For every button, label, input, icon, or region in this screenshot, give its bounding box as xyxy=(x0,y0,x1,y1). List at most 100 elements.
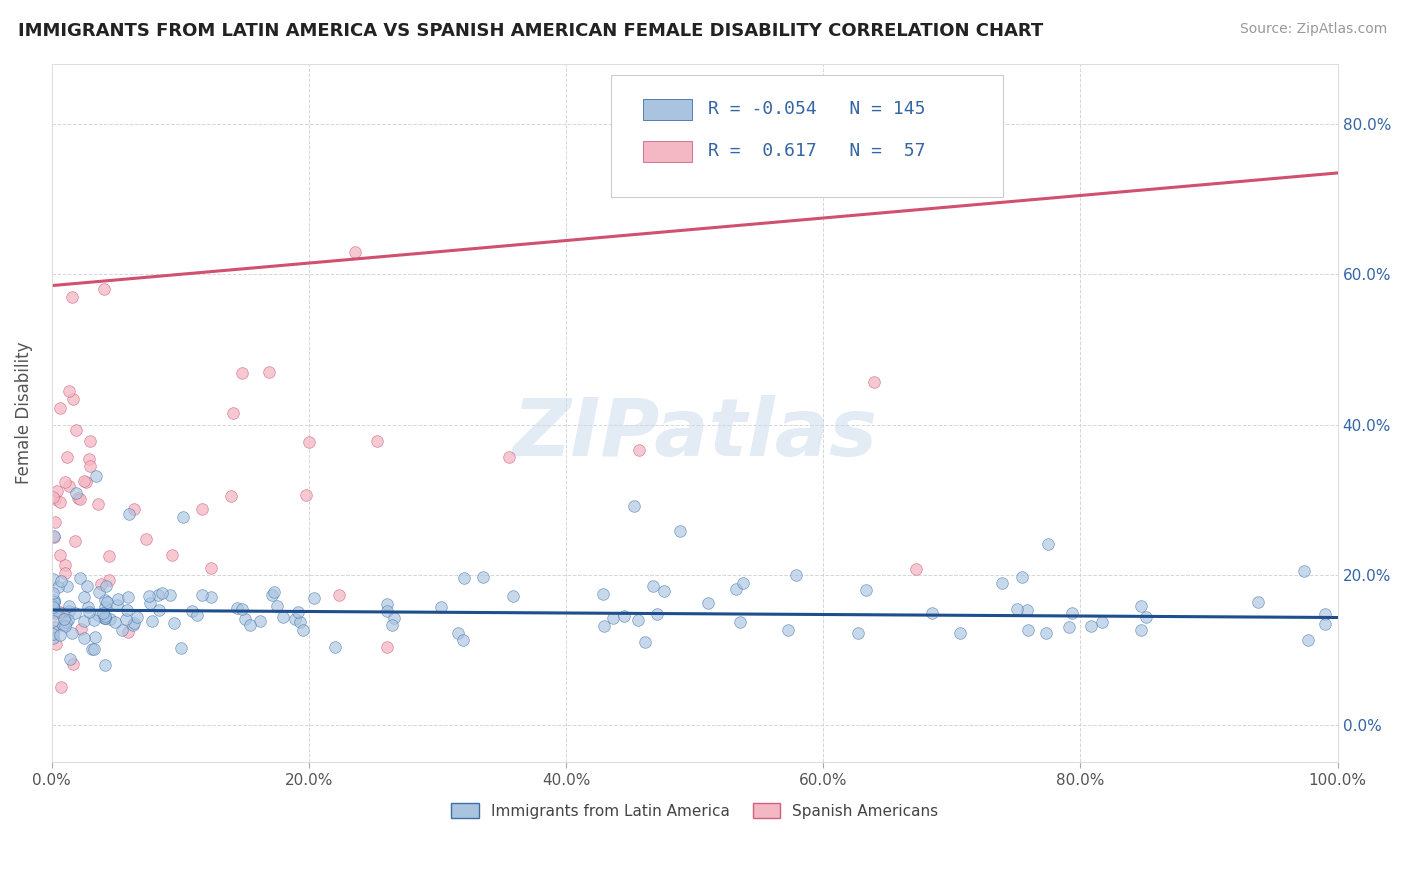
Point xyxy=(271,610,294,624)
Point xyxy=(49,574,72,588)
Text: Source: ZipAtlas.com: Source: ZipAtlas.com xyxy=(1240,22,1388,37)
Point xyxy=(1135,610,1157,624)
Point xyxy=(148,603,170,617)
Point xyxy=(44,516,66,530)
Point xyxy=(117,624,139,639)
Point xyxy=(42,572,65,586)
Point xyxy=(44,593,66,607)
Point xyxy=(94,609,117,624)
Point xyxy=(200,590,222,604)
Point xyxy=(288,615,311,629)
Point xyxy=(69,491,91,506)
Point xyxy=(79,434,101,449)
Point xyxy=(776,623,799,637)
Point xyxy=(263,585,285,599)
Point xyxy=(472,569,495,583)
Point xyxy=(291,623,314,637)
Point xyxy=(45,607,67,621)
Point xyxy=(948,626,970,640)
Point xyxy=(1015,602,1038,616)
Point xyxy=(48,628,70,642)
Point xyxy=(1247,594,1270,608)
Point xyxy=(1057,620,1080,634)
Point xyxy=(73,591,96,605)
Point xyxy=(77,605,100,619)
Point xyxy=(117,591,139,605)
Point xyxy=(170,641,193,656)
Point xyxy=(42,594,65,608)
Point xyxy=(117,507,139,521)
Point xyxy=(1313,607,1336,622)
Point xyxy=(697,596,720,610)
Point xyxy=(645,607,668,621)
Point xyxy=(97,549,120,564)
Point xyxy=(58,384,80,399)
Text: R = -0.054   N = 145: R = -0.054 N = 145 xyxy=(707,101,925,119)
Point xyxy=(115,612,138,626)
Point xyxy=(42,595,65,609)
Point xyxy=(1313,617,1336,632)
Point xyxy=(381,618,404,632)
FancyBboxPatch shape xyxy=(612,75,1004,197)
Point xyxy=(643,579,665,593)
Point xyxy=(304,591,326,605)
Point xyxy=(141,615,163,629)
Point xyxy=(200,561,222,575)
Point xyxy=(1007,601,1029,615)
Point xyxy=(83,642,105,657)
FancyBboxPatch shape xyxy=(644,99,692,120)
Point xyxy=(122,618,145,632)
Point xyxy=(45,637,67,651)
Point xyxy=(231,602,253,616)
Point xyxy=(56,613,79,627)
Point xyxy=(76,600,98,615)
Point xyxy=(42,599,65,613)
Point xyxy=(728,615,751,629)
Point xyxy=(257,365,280,379)
Point xyxy=(125,610,148,624)
Point xyxy=(602,611,624,625)
Point xyxy=(62,392,84,406)
Point xyxy=(56,579,79,593)
Point xyxy=(375,640,398,654)
Point xyxy=(724,582,747,597)
Point xyxy=(785,568,807,582)
Point xyxy=(1036,537,1059,551)
Point xyxy=(430,600,453,615)
Point xyxy=(287,605,309,619)
Point xyxy=(55,615,77,630)
Point xyxy=(190,502,212,516)
Point xyxy=(122,501,145,516)
Point xyxy=(42,624,65,638)
Point xyxy=(58,604,80,618)
Point xyxy=(375,604,398,618)
Point xyxy=(298,435,321,450)
Point xyxy=(76,579,98,593)
Point xyxy=(124,615,146,630)
Point xyxy=(186,607,208,622)
Point xyxy=(73,614,96,628)
Point xyxy=(58,479,80,493)
Point xyxy=(104,615,127,629)
Point xyxy=(49,401,72,416)
Point xyxy=(70,622,93,636)
Point xyxy=(225,601,247,615)
Point xyxy=(498,450,520,464)
Text: IMMIGRANTS FROM LATIN AMERICA VS SPANISH AMERICAN FEMALE DISABILITY CORRELATION : IMMIGRANTS FROM LATIN AMERICA VS SPANISH… xyxy=(18,22,1043,40)
Point xyxy=(855,582,877,597)
Point xyxy=(44,491,66,506)
Point xyxy=(60,290,83,304)
Point xyxy=(73,631,96,645)
Point xyxy=(453,571,475,585)
Text: R =  0.617   N =  57: R = 0.617 N = 57 xyxy=(707,143,925,161)
Point xyxy=(921,606,943,620)
Point xyxy=(44,620,66,634)
Point xyxy=(42,529,65,543)
Point xyxy=(148,588,170,602)
Point xyxy=(73,475,96,489)
Point xyxy=(42,586,65,600)
Point xyxy=(55,558,77,573)
Point xyxy=(160,549,183,563)
Point xyxy=(83,630,105,644)
Point xyxy=(83,613,105,627)
